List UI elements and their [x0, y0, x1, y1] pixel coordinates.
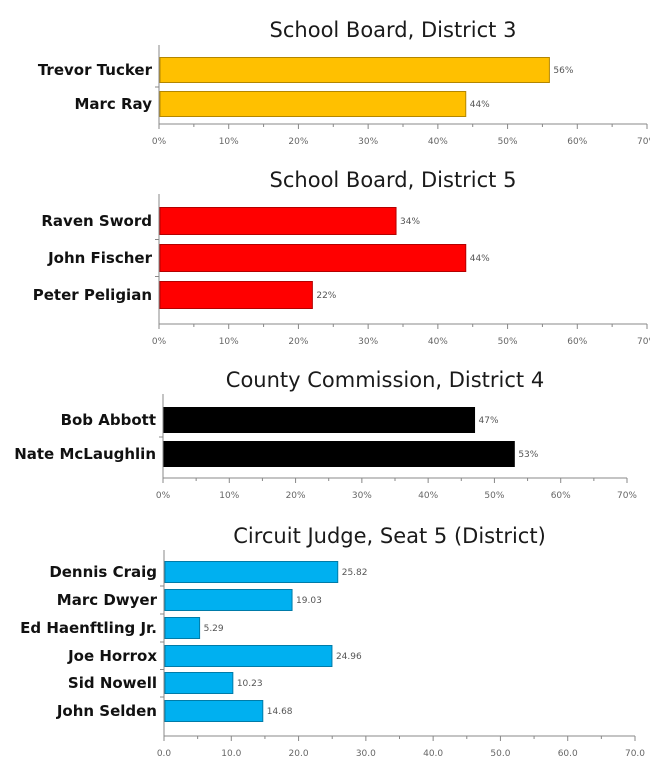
- x-tick-label: 0%: [152, 137, 167, 147]
- data-label: 44%: [470, 254, 490, 264]
- category-label: Trevor Tucker: [38, 61, 153, 79]
- bar-sid-nowell: [164, 672, 234, 694]
- chart-4: Circuit Judge, Seat 5 (District) 0.0 10.0 2…: [20, 524, 645, 759]
- data-label: 56%: [553, 66, 573, 76]
- data-label: 22%: [316, 291, 336, 301]
- bar-john-fischer: [159, 244, 467, 272]
- x-tick-label: 20%: [288, 137, 308, 147]
- x-tick-label: 70%: [617, 491, 637, 501]
- x-tick-label: 60.0: [558, 749, 578, 759]
- x-tick-label: 60%: [567, 337, 587, 347]
- category-label: Joe Horrox: [67, 647, 157, 665]
- chart-title: County Commission, District 4: [226, 368, 544, 392]
- x-tick-label: 50%: [498, 137, 518, 147]
- category-label: Marc Dwyer: [57, 591, 158, 609]
- x-tick-label: 70%: [637, 337, 650, 347]
- data-label: 5.29: [204, 624, 224, 634]
- x-tick-label: 50%: [484, 491, 504, 501]
- x-tick-label: 40%: [418, 491, 438, 501]
- x-tick-label: 50%: [498, 337, 518, 347]
- x-tick-label: 70%: [637, 137, 650, 147]
- bar-bob-abbott: [163, 407, 476, 433]
- category-label: Marc Ray: [74, 95, 152, 113]
- bar-nate-mclaughlin: [163, 441, 515, 467]
- chart-1: School Board, District 3 0% 10% 20% 30% 40% 50…: [38, 18, 650, 147]
- x-tick-label: 60%: [551, 491, 571, 501]
- x-tick-label: 40.0: [423, 749, 443, 759]
- x-tick-label: 0.0: [157, 749, 172, 759]
- data-label: 10.23: [237, 679, 263, 689]
- chart-title: School Board, District 5: [270, 168, 517, 192]
- category-label: Ed Haenftling Jr.: [20, 619, 157, 637]
- category-label: Raven Sword: [41, 212, 152, 230]
- category-label: Sid Nowell: [68, 674, 157, 692]
- bar-ed-haenftling-jr: [164, 617, 201, 639]
- data-label: 34%: [400, 217, 420, 227]
- data-label: 53%: [518, 450, 538, 460]
- x-tick-label: 20%: [288, 337, 308, 347]
- data-label: 19.03: [296, 596, 322, 606]
- bar-dennis-craig: [164, 561, 339, 583]
- bar-raven-sword: [159, 207, 397, 235]
- x-tick-label: 0%: [156, 491, 171, 501]
- category-label: Dennis Craig: [49, 563, 157, 581]
- data-label: 47%: [479, 416, 499, 426]
- data-label: 25.82: [342, 568, 368, 578]
- x-tick-label: 40%: [428, 137, 448, 147]
- data-label: 14.68: [267, 707, 293, 717]
- bar-john-selden: [164, 700, 264, 722]
- chart-2: School Board, District 5 0% 10% 20% 30% 40% 50…: [33, 168, 650, 347]
- x-tick-label: 10%: [219, 491, 239, 501]
- category-label: Peter Peligian: [33, 286, 152, 304]
- x-tick-label: 60%: [567, 137, 587, 147]
- bar-marc-ray: [159, 91, 467, 117]
- x-tick-label: 10.0: [221, 749, 241, 759]
- bar-marc-dwyer: [164, 589, 293, 611]
- x-tick-label: 0%: [152, 337, 167, 347]
- x-tick-label: 20.0: [289, 749, 309, 759]
- x-tick-label: 30.0: [356, 749, 376, 759]
- chart-title: School Board, District 3: [270, 18, 517, 42]
- category-label: John Fischer: [47, 249, 153, 267]
- x-tick-label: 30%: [358, 337, 378, 347]
- category-label: Bob Abbott: [61, 411, 156, 429]
- x-tick-label: 30%: [358, 137, 378, 147]
- category-label: John Selden: [56, 702, 157, 720]
- x-tick-label: 30%: [352, 491, 372, 501]
- data-label: 24.96: [336, 652, 362, 662]
- data-label: 44%: [470, 100, 490, 110]
- bar-joe-horrox: [164, 645, 333, 667]
- x-tick-label: 20%: [286, 491, 306, 501]
- x-tick-label: 70.0: [625, 749, 645, 759]
- x-tick-label: 10%: [219, 137, 239, 147]
- chart-3: County Commission, District 4 0% 10% 20% 30%…: [14, 368, 637, 501]
- chart-title: Circuit Judge, Seat 5 (District): [233, 524, 546, 548]
- x-tick-label: 50.0: [490, 749, 510, 759]
- x-tick-label: 10%: [219, 337, 239, 347]
- bar-peter-peligian: [159, 281, 313, 309]
- bar-trevor-tucker: [159, 57, 550, 83]
- category-label: Nate McLaughlin: [14, 445, 156, 463]
- x-tick-label: 40%: [428, 337, 448, 347]
